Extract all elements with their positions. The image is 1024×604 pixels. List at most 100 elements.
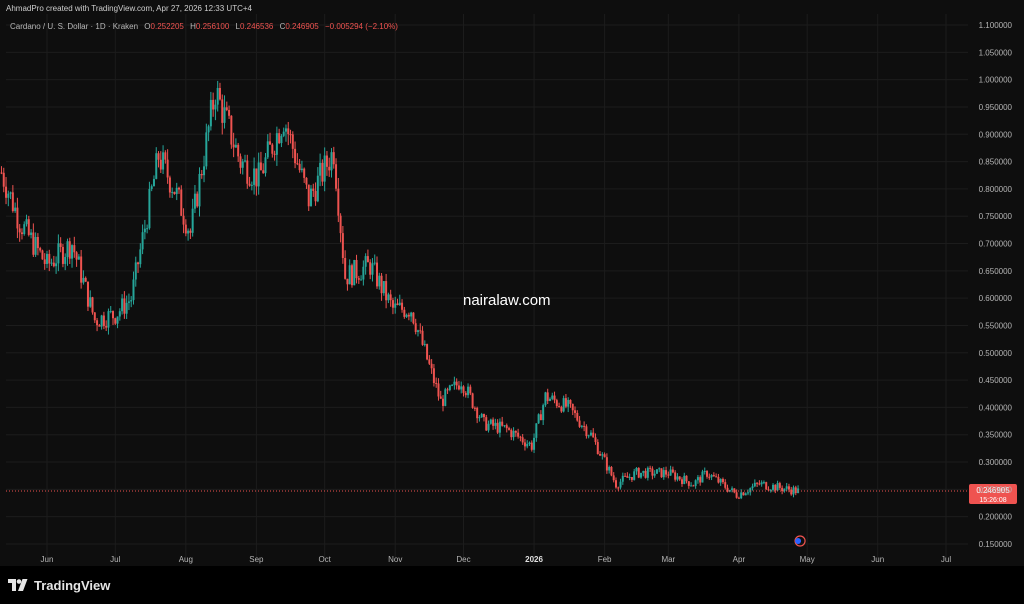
candle-body [753, 482, 756, 487]
candle-body [121, 298, 124, 312]
y-tick-label: 0.500000 [979, 349, 1013, 358]
candle-body [523, 442, 526, 447]
tradingview-logo[interactable]: TradingView [8, 576, 110, 594]
x-tick-label: Nov [388, 555, 402, 564]
candle-body [676, 476, 679, 480]
header-credit: AhmadPro created with TradingView.com, A… [6, 4, 252, 13]
x-tick-label: Jun [41, 555, 54, 564]
y-tick-label: 0.200000 [979, 513, 1013, 522]
candle-body [164, 152, 167, 160]
candle-body [91, 297, 94, 313]
bar-countdown: 15:26:08 [979, 497, 1006, 504]
ohlc-legend[interactable]: Cardano / U. S. Dollar · 1D · Kraken O 0.… [10, 22, 398, 31]
candle-body [244, 160, 247, 162]
candle-body [225, 107, 228, 111]
candle-body [692, 485, 695, 487]
candle-body [740, 492, 743, 499]
candle-body [118, 311, 121, 317]
candle-body [143, 228, 146, 233]
candle-body [173, 191, 176, 195]
candle-body [7, 193, 10, 198]
candle-body [98, 325, 101, 327]
candle-body [80, 256, 83, 283]
candle-body [510, 429, 513, 438]
candle-body [180, 189, 183, 216]
candle-body [528, 442, 531, 444]
y-tick-label: 0.650000 [979, 267, 1013, 276]
candle-body [269, 141, 272, 145]
candles-layer [0, 80, 800, 500]
x-tick-label: Mar [661, 555, 675, 564]
candle-body [726, 487, 729, 492]
legend-change: −0.005294 (−2.10%) [324, 22, 398, 31]
candle-body [446, 389, 449, 391]
candle-body [102, 315, 105, 327]
candle-body [132, 279, 135, 301]
candle-body [330, 152, 333, 171]
candle-body [658, 468, 661, 470]
candle-body [84, 277, 87, 282]
candle-body [628, 477, 631, 479]
candle-body [109, 311, 112, 313]
legend-symbol[interactable]: Cardano / U. S. Dollar · 1D · Kraken [10, 22, 139, 31]
candle-body [685, 475, 688, 482]
candle-body [43, 259, 46, 264]
candle-body [291, 134, 294, 149]
candle-body [778, 483, 781, 488]
candle-body [171, 191, 174, 193]
candle-body [482, 414, 485, 418]
legend-high-value: 0.256100 [195, 22, 230, 31]
candle-body [430, 363, 433, 369]
candle-body [287, 128, 290, 135]
candle-body [209, 99, 212, 127]
tradingview-logo-icon [8, 579, 28, 591]
candle-body [476, 407, 479, 419]
candle-body [453, 381, 456, 385]
overlay-layer: 0.246905 15:26:08 [6, 484, 1017, 547]
candle-body [280, 135, 283, 144]
candle-body [23, 224, 26, 235]
candle-body [96, 320, 99, 326]
candle-body [421, 330, 424, 345]
candle-body [232, 144, 235, 148]
candle-body [105, 326, 108, 328]
candle-body [325, 155, 328, 167]
y-tick-label: 0.900000 [979, 130, 1013, 139]
candle-body [583, 425, 586, 427]
candle-body [271, 144, 274, 154]
candle-body [30, 232, 33, 235]
candle-body [517, 432, 520, 437]
x-tick-label: Aug [179, 555, 193, 564]
candle-body [521, 437, 524, 443]
candle-body [259, 162, 262, 171]
y-tick-label: 0.450000 [979, 376, 1013, 385]
candle-body [50, 262, 53, 264]
candle-body [216, 88, 219, 105]
candle-body [168, 177, 171, 193]
candle-body [473, 407, 476, 409]
y-axis: 0.150000 0.200000 0.250000 0.300000 0.350000… [979, 21, 1013, 549]
candle-body [542, 405, 545, 421]
y-tick-label: 1.050000 [979, 48, 1013, 57]
candle-body [533, 437, 536, 450]
candle-body [451, 384, 454, 386]
legend-low-label: L [235, 22, 240, 31]
candle-body [234, 144, 237, 148]
candle-body [790, 489, 793, 495]
candle-body [574, 410, 577, 413]
candle-body [403, 309, 406, 317]
candle-body [212, 99, 215, 110]
candle-body [282, 131, 285, 136]
candle-body [25, 219, 28, 225]
y-tick-label: 0.950000 [979, 103, 1013, 112]
candle-body [519, 436, 522, 438]
price-chart[interactable]: 0.246905 15:26:08 0.150000 0.200000 0.25000… [0, 0, 1024, 566]
legend-open-label: O [144, 22, 151, 31]
y-tick-label: 0.550000 [979, 321, 1013, 330]
candle-body [608, 466, 611, 471]
candle-body [444, 389, 447, 406]
candle-body [637, 468, 640, 478]
candle-body [237, 144, 240, 157]
candle-body [562, 398, 565, 412]
